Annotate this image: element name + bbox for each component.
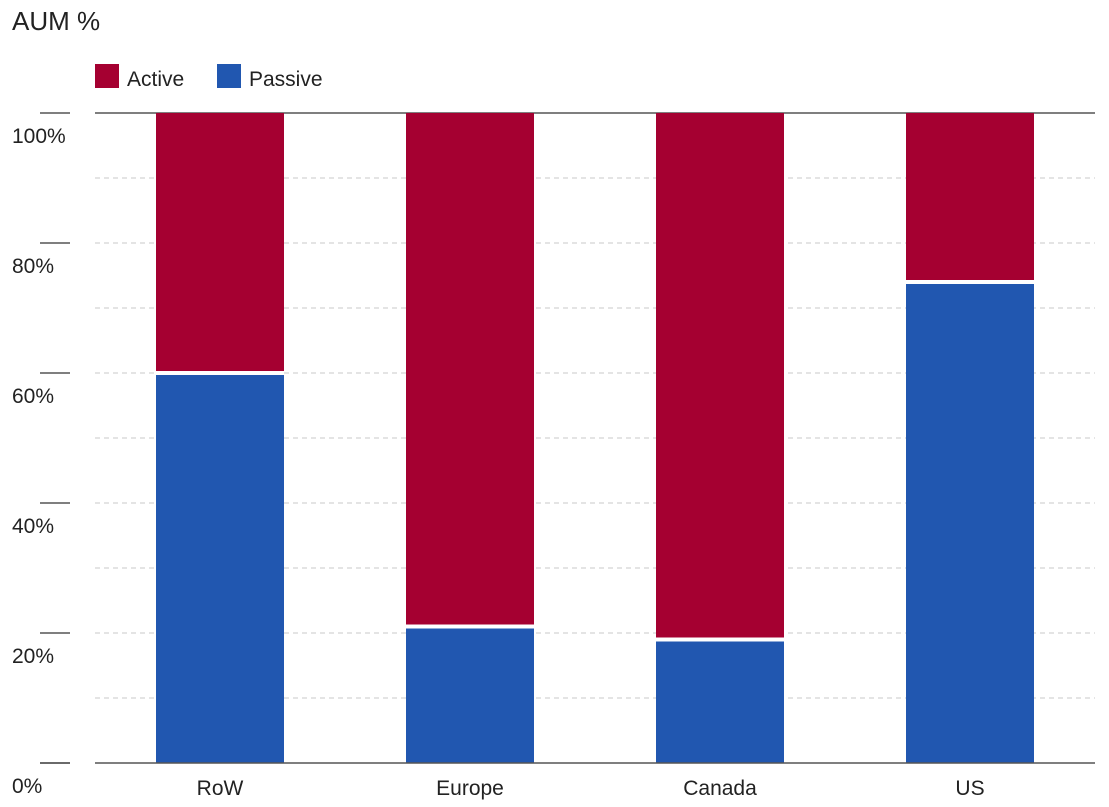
bar-passive-row [156,373,284,763]
y-tick-label: 0% [12,775,42,798]
x-tick-label: Canada [683,777,757,800]
y-tick-label: 60% [12,385,54,408]
bar-active-europe [406,113,534,627]
x-axis: RoW Europe Canada US [40,763,1095,800]
bar-passive-us [906,282,1034,763]
y-tick-label: 20% [12,645,54,668]
y-tick-label: 100% [12,125,66,148]
legend-label-active: Active [127,68,184,91]
bar-passive-canada [656,640,784,764]
y-tick-label: 80% [12,255,54,278]
legend: Active Passive [95,64,323,91]
x-tick-label: RoW [197,777,244,800]
bar-passive-europe [406,627,534,764]
x-tick-label: US [955,777,984,800]
y-tick-label: 40% [12,515,54,538]
legend-label-passive: Passive [249,68,323,91]
bar-active-canada [656,113,784,640]
bar-active-us [906,113,1034,282]
legend-swatch-active [95,64,119,88]
bar-active-row [156,113,284,373]
x-tick-label: Europe [436,777,504,800]
legend-swatch-passive [217,64,241,88]
chart-title: AUM % [12,6,100,36]
y-axis: 0% 20% 40% 60% 80% 100% [12,113,70,798]
